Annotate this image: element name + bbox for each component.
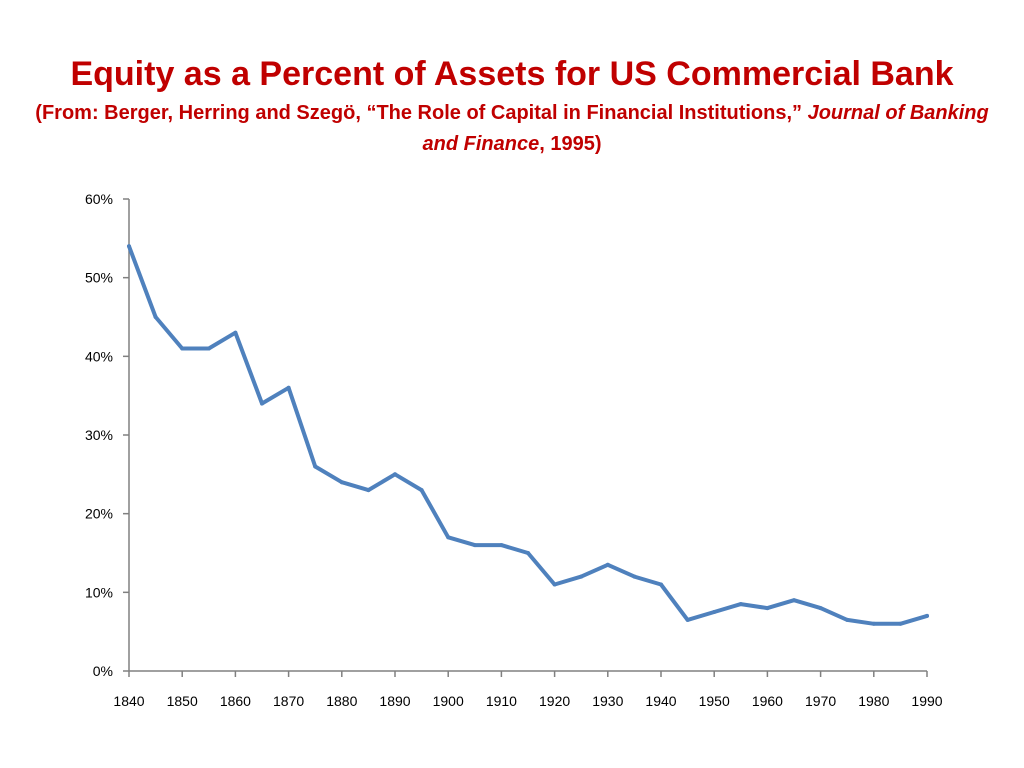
chart-ticks [123, 198, 928, 677]
data-point [685, 617, 690, 622]
x-tick-label: 1960 [752, 693, 783, 709]
data-point [712, 610, 717, 614]
subtitle-journal: Journal of Banking and Finance [422, 102, 989, 155]
x-tick-label: 1890 [379, 693, 410, 709]
x-tick-label: 1860 [220, 693, 251, 709]
data-point [233, 330, 238, 335]
x-tick-label: 1910 [486, 693, 517, 709]
data-point [925, 613, 929, 618]
data-point [286, 385, 291, 390]
data-point [871, 621, 876, 626]
x-tick-label: 1940 [645, 693, 676, 709]
data-point [659, 582, 663, 587]
x-tick-label: 1900 [433, 693, 464, 709]
data-point [579, 574, 584, 579]
data-point [765, 606, 770, 611]
x-tick-label: 1870 [273, 693, 304, 709]
chart-title: Equity as a Percent of Assets for US Com… [70, 55, 954, 93]
x-tick-label: 1950 [699, 693, 730, 709]
data-point [898, 621, 903, 626]
data-point [339, 480, 344, 485]
chart-axes [128, 199, 927, 672]
x-tick-label: 1840 [113, 693, 144, 709]
data-point [366, 488, 371, 493]
x-tick-label: 1930 [592, 693, 623, 709]
y-tick-label: 0% [93, 663, 113, 679]
data-point [845, 617, 850, 622]
data-point [393, 472, 397, 477]
data-point [206, 346, 211, 351]
data-point [313, 464, 318, 469]
data-point [127, 244, 131, 249]
data-point [260, 401, 264, 406]
data-point [526, 551, 530, 555]
chart-series [127, 244, 929, 626]
data-point [472, 543, 477, 548]
data-point [552, 582, 557, 587]
y-tick-label: 20% [85, 506, 113, 522]
data-point [499, 543, 504, 548]
chart-tick-labels: 0% 10% 20% 30% 40% 50% 60% 1840 1850 1860 1870 1880… [85, 191, 943, 709]
x-tick-label: 1880 [326, 693, 357, 709]
data-point [818, 606, 823, 611]
y-tick-label: 10% [85, 584, 113, 600]
series-line [127, 244, 929, 626]
data-point [738, 602, 743, 607]
x-tick-label: 1980 [858, 693, 889, 709]
data-point [180, 346, 185, 351]
y-tick-label: 60% [85, 191, 113, 207]
subtitle-citation: (From: Berger, Herring and Szegö, “The R… [35, 102, 803, 124]
x-tick-label: 1920 [539, 693, 570, 709]
data-point [792, 598, 796, 603]
subtitle-year: , 1995) [539, 133, 602, 155]
x-tick-label: 1850 [167, 693, 198, 709]
data-point [632, 574, 637, 579]
chart-subtitle: (From: Berger, Herring and Szegö, “The R… [30, 98, 994, 160]
title-block: Equity as a Percent of Assets for US Com… [0, 52, 1024, 160]
data-point [419, 488, 424, 493]
y-tick-label: 40% [85, 348, 113, 364]
y-tick-label: 30% [85, 427, 113, 443]
data-point [446, 535, 451, 540]
x-tick-label: 1970 [805, 693, 836, 709]
x-tick-label: 1990 [911, 693, 942, 709]
y-tick-label: 50% [85, 270, 113, 286]
data-point [153, 315, 158, 319]
data-point [605, 562, 610, 567]
